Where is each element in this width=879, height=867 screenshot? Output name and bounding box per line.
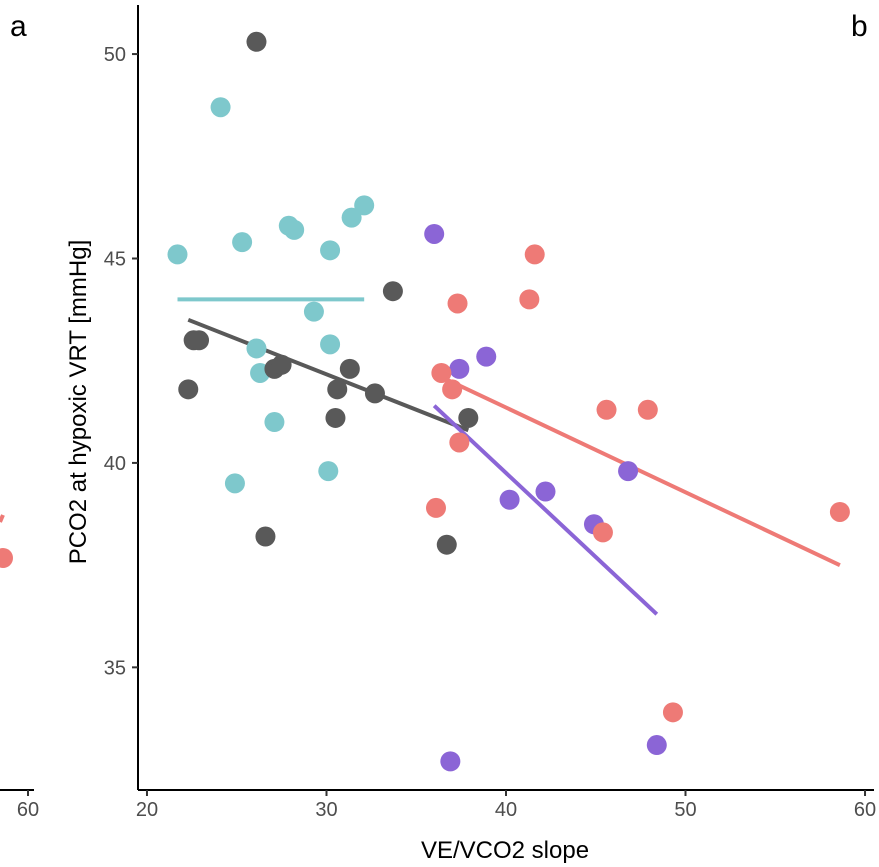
data-point	[637, 399, 658, 420]
data-point	[232, 232, 253, 253]
data-point	[264, 412, 285, 433]
data-point	[339, 358, 360, 379]
data-point	[592, 522, 613, 543]
data-point	[224, 473, 245, 494]
data-point	[440, 751, 461, 772]
data-point	[178, 379, 199, 400]
data-point	[318, 461, 339, 482]
data-point	[442, 379, 463, 400]
x-tick-label: 40	[495, 799, 517, 821]
data-point	[246, 338, 267, 359]
data-point	[341, 207, 362, 228]
left-panel-fragment: 60	[0, 514, 39, 821]
data-point	[524, 244, 545, 265]
panel-label-a: a	[10, 10, 27, 43]
trend-line	[440, 375, 841, 567]
x-axis-title: VE/VCO2 slope	[421, 837, 589, 864]
data-point	[320, 240, 341, 261]
data-point	[449, 358, 470, 379]
x-tick-label: 30	[315, 799, 337, 821]
data-point	[662, 702, 683, 723]
data-point	[189, 330, 210, 351]
axes: 20 30 40 50 60 35 40 45 50	[104, 5, 876, 821]
data-point	[646, 735, 667, 756]
data-point	[458, 407, 479, 428]
data-point	[284, 219, 305, 240]
x-tick-label: 20	[136, 799, 158, 821]
data-point	[499, 489, 520, 510]
data-point	[320, 334, 341, 355]
data-point	[364, 383, 385, 404]
data-point	[354, 195, 375, 216]
data-point	[255, 526, 276, 547]
left-panel-x-tick-label: 60	[17, 799, 39, 821]
data-points	[167, 31, 850, 772]
data-point	[246, 31, 267, 52]
y-tick-label: 40	[104, 453, 126, 475]
trend-lines	[177, 297, 841, 616]
data-point	[271, 354, 292, 375]
y-axis-title: PCO2 at hypoxic VRT [mmHg]	[65, 240, 92, 565]
x-tick-label: 50	[674, 799, 696, 821]
x-tick-label: 60	[854, 799, 876, 821]
data-point	[425, 497, 446, 518]
y-tick-label: 45	[104, 248, 126, 270]
data-point	[535, 481, 556, 502]
data-point	[596, 399, 617, 420]
data-point	[449, 432, 470, 453]
data-point	[325, 407, 346, 428]
data-point	[519, 289, 540, 310]
data-point	[327, 379, 348, 400]
left-panel-data-point	[0, 548, 13, 568]
trend-line	[432, 404, 659, 616]
data-point	[382, 281, 403, 302]
data-point	[167, 244, 188, 265]
y-tick-label: 35	[104, 657, 126, 679]
trend-line	[187, 317, 470, 433]
y-tick-label: 50	[104, 44, 126, 66]
data-point	[210, 97, 231, 118]
panel-label-b: b	[851, 10, 868, 43]
data-point	[436, 534, 457, 555]
data-point	[476, 346, 497, 367]
data-point	[447, 293, 468, 314]
left-panel-trend-line	[0, 514, 5, 523]
data-point	[303, 301, 324, 322]
data-point	[829, 501, 850, 522]
data-point	[424, 223, 445, 244]
data-point	[431, 362, 452, 383]
data-point	[618, 461, 639, 482]
